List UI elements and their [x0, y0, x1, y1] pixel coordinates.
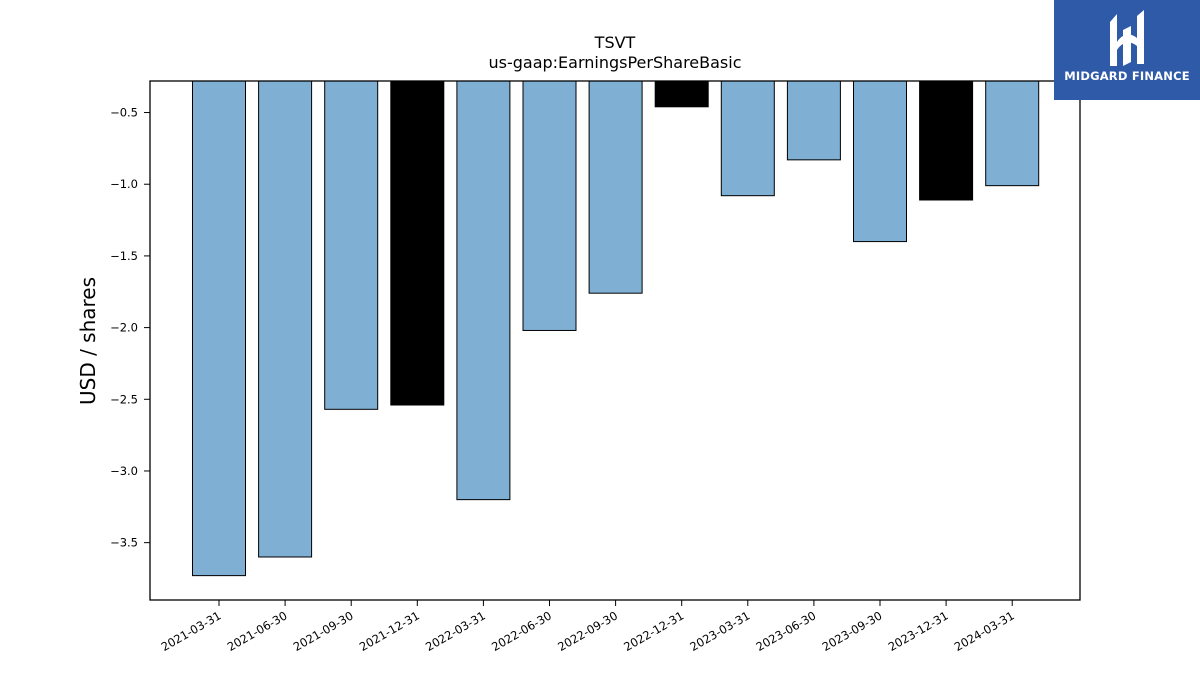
bar-2021-09-30: [324, 80, 379, 410]
bar-2021-03-31: [192, 80, 246, 577]
midgard-logo-icon: [1110, 10, 1144, 66]
bar-2023-09-30: [853, 80, 907, 243]
x-tick-label: 2022-09-30: [555, 608, 620, 654]
x-tick-label: 2021-12-31: [357, 608, 422, 654]
bar-2022-03-31: [456, 80, 511, 501]
y-tick-label: −1.0: [110, 177, 138, 191]
x-ticks-group: 2021-03-31 2021-06-30 2021-09-30 2021-12-31…: [159, 600, 1017, 654]
y-tick-label: −3.5: [110, 536, 138, 550]
x-tick-label: 2023-03-31: [687, 608, 752, 654]
bar-2021-12-31: [390, 80, 445, 406]
bar-2022-06-30: [522, 80, 577, 331]
bar-2023-06-30: [786, 80, 841, 161]
chart-subtitle: us-gaap:EarningsPerShareBasic: [488, 53, 741, 72]
chart-title: TSVT: [594, 33, 636, 52]
plot-frame: [149, 80, 1081, 601]
x-tick-label: 2021-09-30: [291, 608, 356, 654]
bar-2022-09-30: [588, 80, 643, 294]
brand-logo: MIDGARD FINANCE: [1054, 0, 1200, 100]
x-tick-label: 2023-12-31: [886, 608, 951, 654]
y-tick-label: −0.5: [110, 106, 138, 120]
bar-2023-03-31: [720, 80, 775, 197]
y-tick-label: −1.5: [110, 249, 138, 263]
bars-group: [192, 80, 1040, 577]
y-axis-label: USD / shares: [76, 277, 100, 405]
x-tick-label: 2021-03-31: [159, 608, 224, 654]
brand-name: MIDGARD FINANCE: [1064, 69, 1190, 83]
x-tick-label: 2024-03-31: [952, 608, 1017, 654]
y-tick-label: −2.5: [110, 392, 138, 406]
x-tick-label: 2022-06-30: [489, 608, 554, 654]
y-ticks-group: −0.5 −1.0 −1.5 −2.0 −2.5 −3.0 −3.5: [110, 106, 150, 550]
x-tick-label: 2023-06-30: [754, 608, 819, 654]
bar-2022-12-31: [654, 80, 709, 108]
bar-2021-06-30: [258, 80, 313, 558]
x-tick-label: 2021-06-30: [225, 608, 290, 654]
y-tick-label: −3.0: [110, 464, 138, 478]
x-tick-label: 2022-12-31: [621, 608, 686, 654]
y-tick-label: −2.0: [110, 321, 138, 335]
x-tick-label: 2022-03-31: [423, 608, 488, 654]
bar-2023-12-31: [919, 80, 974, 201]
bar-2024-03-31: [985, 80, 1040, 187]
x-tick-label: 2023-09-30: [820, 608, 885, 654]
